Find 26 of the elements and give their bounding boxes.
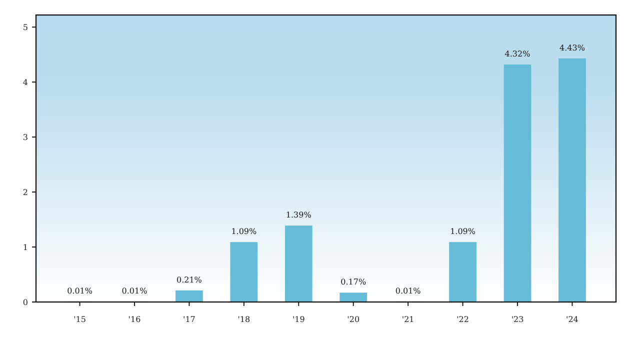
x-tick-label: '24 xyxy=(566,315,578,324)
data-label: 1.09% xyxy=(450,227,476,236)
x-tick-label: '18 xyxy=(238,315,250,324)
data-label: 4.43% xyxy=(560,43,586,52)
x-tick-label: '22 xyxy=(456,315,469,324)
x-tick-label: '16 xyxy=(128,315,141,324)
x-tick-label: '20 xyxy=(347,315,360,324)
x-tick-label: '15 xyxy=(74,315,86,324)
data-label: 4.32% xyxy=(504,49,531,58)
y-tick-label: 0 xyxy=(22,298,28,307)
data-label: 0.01% xyxy=(395,286,422,296)
x-tick-label: '17 xyxy=(183,315,196,324)
x-tick-label: '19 xyxy=(292,315,305,324)
data-label: 1.39% xyxy=(286,210,312,220)
x-tick-label: '21 xyxy=(402,315,414,324)
x-tick-label: '23 xyxy=(511,315,524,324)
data-label: 0.17% xyxy=(340,278,366,287)
data-label: 0.21% xyxy=(176,275,202,284)
y-tick-label: 5 xyxy=(22,22,28,32)
data-label: 0.01% xyxy=(122,286,148,296)
y-tick-label: 1 xyxy=(22,242,28,252)
y-tick-label: 3 xyxy=(22,132,28,142)
data-label: 0.01% xyxy=(67,286,93,296)
data-label: 1.09% xyxy=(231,227,258,236)
y-tick-label: 2 xyxy=(22,188,28,197)
y-tick-label: 4 xyxy=(22,78,28,87)
